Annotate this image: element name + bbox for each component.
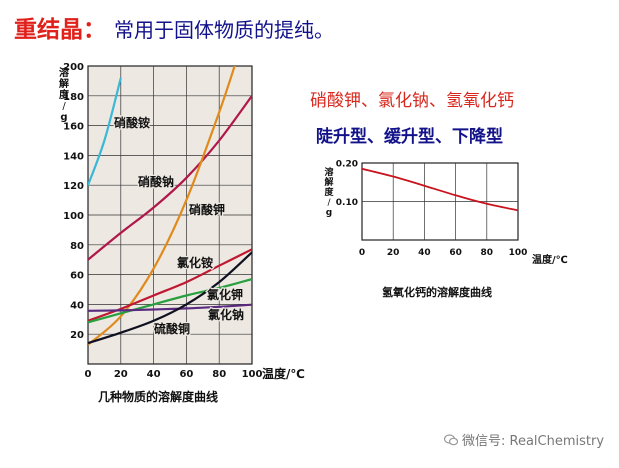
solubility-chart-curve-label: 硫酸铜 bbox=[154, 321, 190, 336]
solubility-chart-series-group bbox=[88, 66, 252, 346]
solubility-chart-y-tick-label: 160 bbox=[63, 122, 84, 133]
solubility-chart-x-tick-label: 0 bbox=[85, 369, 92, 380]
solubility-chart-series-line-1 bbox=[88, 95, 252, 261]
caoh2-chart-x-tick-label: 0 bbox=[359, 248, 365, 258]
solubility-chart-caption: 几种物质的溶解度曲线 bbox=[98, 389, 218, 404]
caoh2-chart-x-tick-label: 40 bbox=[418, 248, 431, 258]
solubility-chart-y-tick-label: 20 bbox=[70, 330, 84, 341]
solubility-chart-y-tick-label: 200 bbox=[63, 62, 84, 73]
substance-list: 硝酸钾、氯化钠、氢氧化钙 bbox=[310, 91, 514, 111]
solubility-chart-curve-label: 氯化铵 bbox=[177, 255, 213, 270]
caoh2-chart-x-tick-label: 100 bbox=[509, 248, 528, 258]
caoh2-chart-caption: 氢氧化钙的溶解度曲线 bbox=[382, 285, 492, 299]
page-title: 重结晶： bbox=[14, 16, 106, 43]
solubility-chart-curve-label: 硝酸钠 bbox=[138, 174, 174, 189]
caoh2-chart-y-tick-label: 0.20 bbox=[336, 160, 358, 170]
solubility-chart-series-line-4 bbox=[88, 278, 252, 324]
solubility-chart-x-tick-label: 40 bbox=[147, 369, 161, 380]
solubility-chart-y-tick-label: 120 bbox=[63, 181, 84, 192]
caoh2-chart-x-tick-label: 20 bbox=[387, 248, 400, 258]
caoh2-chart-x-label: 温度/℃ bbox=[532, 253, 568, 266]
solubility-chart-y-tick-label: 40 bbox=[70, 300, 84, 311]
solubility-chart-y-tick-label: 60 bbox=[70, 271, 84, 282]
caoh2-chart-y-tick-label: 0.10 bbox=[336, 198, 358, 208]
solubility-chart-series-line-0 bbox=[88, 77, 122, 186]
caoh2-chart-y-label: 溶解度/g bbox=[324, 166, 334, 218]
solubility-chart-series-line-2 bbox=[88, 66, 236, 346]
caoh2-chart-x-tick-label: 60 bbox=[449, 248, 462, 258]
solubility-chart-curve-label: 硝酸铵 bbox=[114, 115, 150, 130]
solubility-chart-curve-label: 硝酸钾 bbox=[189, 202, 225, 217]
page-header: 重结晶： 常用于固体物质的提纯。 bbox=[14, 10, 334, 44]
solubility-chart-y-label: 溶解度/g bbox=[59, 66, 70, 123]
watermark: 微信号: RealChemistry bbox=[443, 430, 605, 449]
solubility-chart-x-tick-label: 80 bbox=[212, 369, 226, 380]
solubility-chart-series-line-5 bbox=[88, 303, 252, 312]
watermark-text: 微信号: RealChemistry bbox=[462, 434, 605, 449]
wechat-icon bbox=[443, 434, 459, 449]
caoh2-chart-x-tick-label: 80 bbox=[481, 248, 494, 258]
solubility-chart-curve-label: 氯化钠 bbox=[208, 307, 244, 322]
solubility-chart-series-line-6 bbox=[88, 251, 252, 345]
solubility-chart-x-tick-label: 100 bbox=[242, 369, 263, 380]
solubility-chart-x-label: 温度/℃ bbox=[262, 366, 305, 381]
solubility-chart-y-tick-label: 80 bbox=[70, 241, 84, 252]
curve-type-list: 陡升型、缓升型、下降型 bbox=[316, 127, 503, 147]
solubility-chart-curve-label: 氯化钾 bbox=[207, 287, 243, 302]
solubility-chart-x-tick-label: 20 bbox=[114, 369, 128, 380]
solubility-chart-y-tick-label: 140 bbox=[63, 151, 84, 162]
solubility-chart-y-tick-label: 100 bbox=[63, 211, 84, 222]
caoh2-chart-series-line-0 bbox=[362, 167, 518, 212]
page-subtitle: 常用于固体物质的提纯。 bbox=[114, 18, 334, 42]
solubility-chart-y-tick-label: 180 bbox=[63, 92, 84, 103]
caoh2-chart-series-group bbox=[362, 167, 518, 212]
solubility-chart-x-tick-label: 60 bbox=[179, 369, 193, 380]
